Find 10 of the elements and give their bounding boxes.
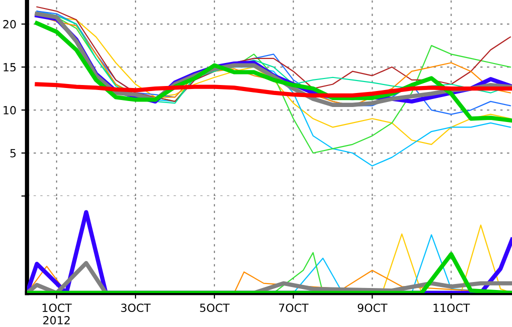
y-tick-label: 20 <box>3 20 16 28</box>
x-tick-label: 5OCT <box>200 304 230 312</box>
x-tick-label: 3OCT <box>121 304 151 312</box>
x-tick-label: 1OCT 2012 <box>42 304 72 324</box>
x-tick-label: 7OCT <box>279 304 309 312</box>
y-tick-label: 15 <box>4 63 16 72</box>
x-tick-label: 11OCT <box>434 304 470 312</box>
y-tick-label: 10 <box>4 106 16 114</box>
y-tick-label: 5 <box>10 149 16 158</box>
x-tick-label: 9OCT <box>358 304 388 312</box>
